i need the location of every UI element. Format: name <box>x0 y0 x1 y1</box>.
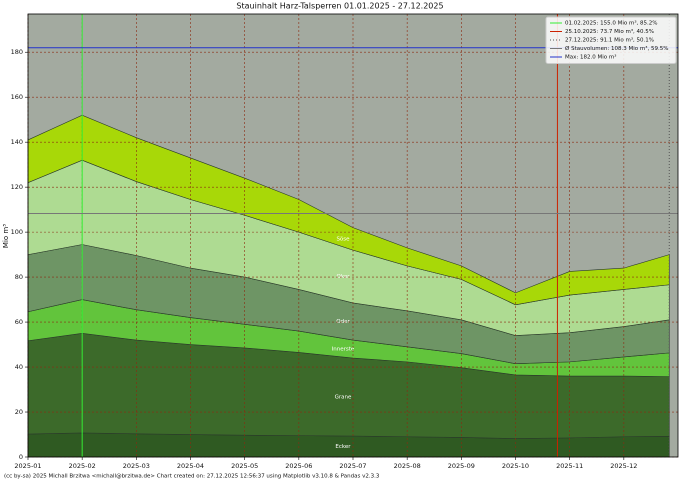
y-tick-label: 20 <box>15 408 23 416</box>
y-tick-label: 140 <box>11 138 23 146</box>
x-tick-label: 2025-11 <box>556 462 583 470</box>
area-label: Oker <box>337 274 351 280</box>
legend-box <box>545 16 677 64</box>
y-tick-label: 100 <box>11 228 23 236</box>
legend-label: Ø Stauvolumen: 108.3 Mio m³, 59.5% <box>565 45 668 52</box>
chart-title: Stauinhalt Harz-Talsperren 01.01.2025 - … <box>236 2 443 11</box>
legend-label: 01.02.2025: 155.0 Mio m³, 85.2% <box>565 20 658 27</box>
footer: (cc by-sa) 2025 Michall Brzitwa <michall… <box>4 474 380 480</box>
x-tick-label: 2025-12 <box>610 462 637 470</box>
area-label: Söse <box>336 236 350 242</box>
x-tick-label: 2025-02 <box>69 462 96 470</box>
x-tick-label: 2025-10 <box>502 462 529 470</box>
legend-label: 25.10.2025: 73.7 Mio m³, 40.5% <box>565 28 654 35</box>
y-tick-label: 160 <box>11 93 23 101</box>
y-axis-label: Mio m³ <box>2 224 10 248</box>
legend: 01.02.2025: 155.0 Mio m³, 85.2%25.10.202… <box>545 16 677 64</box>
x-tick-label: 2025-06 <box>285 462 312 470</box>
y-tick-label: 80 <box>15 273 23 281</box>
x-tick-label: 2025-04 <box>177 462 204 470</box>
x-tick-label: 2025-05 <box>231 462 258 470</box>
area-label: Ecker <box>335 444 351 450</box>
y-tick-label: 0 <box>19 453 23 461</box>
area-label: Grane <box>335 395 352 401</box>
legend-label: 27.12.2025: 91.1 Mio m³, 50.1% <box>565 37 654 44</box>
legend-label: Max: 182.0 Mio m³ <box>565 54 616 61</box>
x-tick-label: 2025-03 <box>123 462 150 470</box>
area-label: Innerste <box>332 347 355 353</box>
plot-frame <box>27 13 679 458</box>
area-label: Oder <box>336 319 350 325</box>
y-tick-label: 120 <box>11 183 23 191</box>
x-tick-label: 2025-09 <box>448 462 475 470</box>
y-tick-label: 180 <box>11 48 23 56</box>
y-tick-label: 60 <box>15 318 23 326</box>
y-tick-label: 40 <box>15 363 23 371</box>
x-tick-label: 2025-07 <box>339 462 366 470</box>
x-tick-label: 2025-01 <box>14 462 41 470</box>
x-tick-label: 2025-08 <box>394 462 421 470</box>
